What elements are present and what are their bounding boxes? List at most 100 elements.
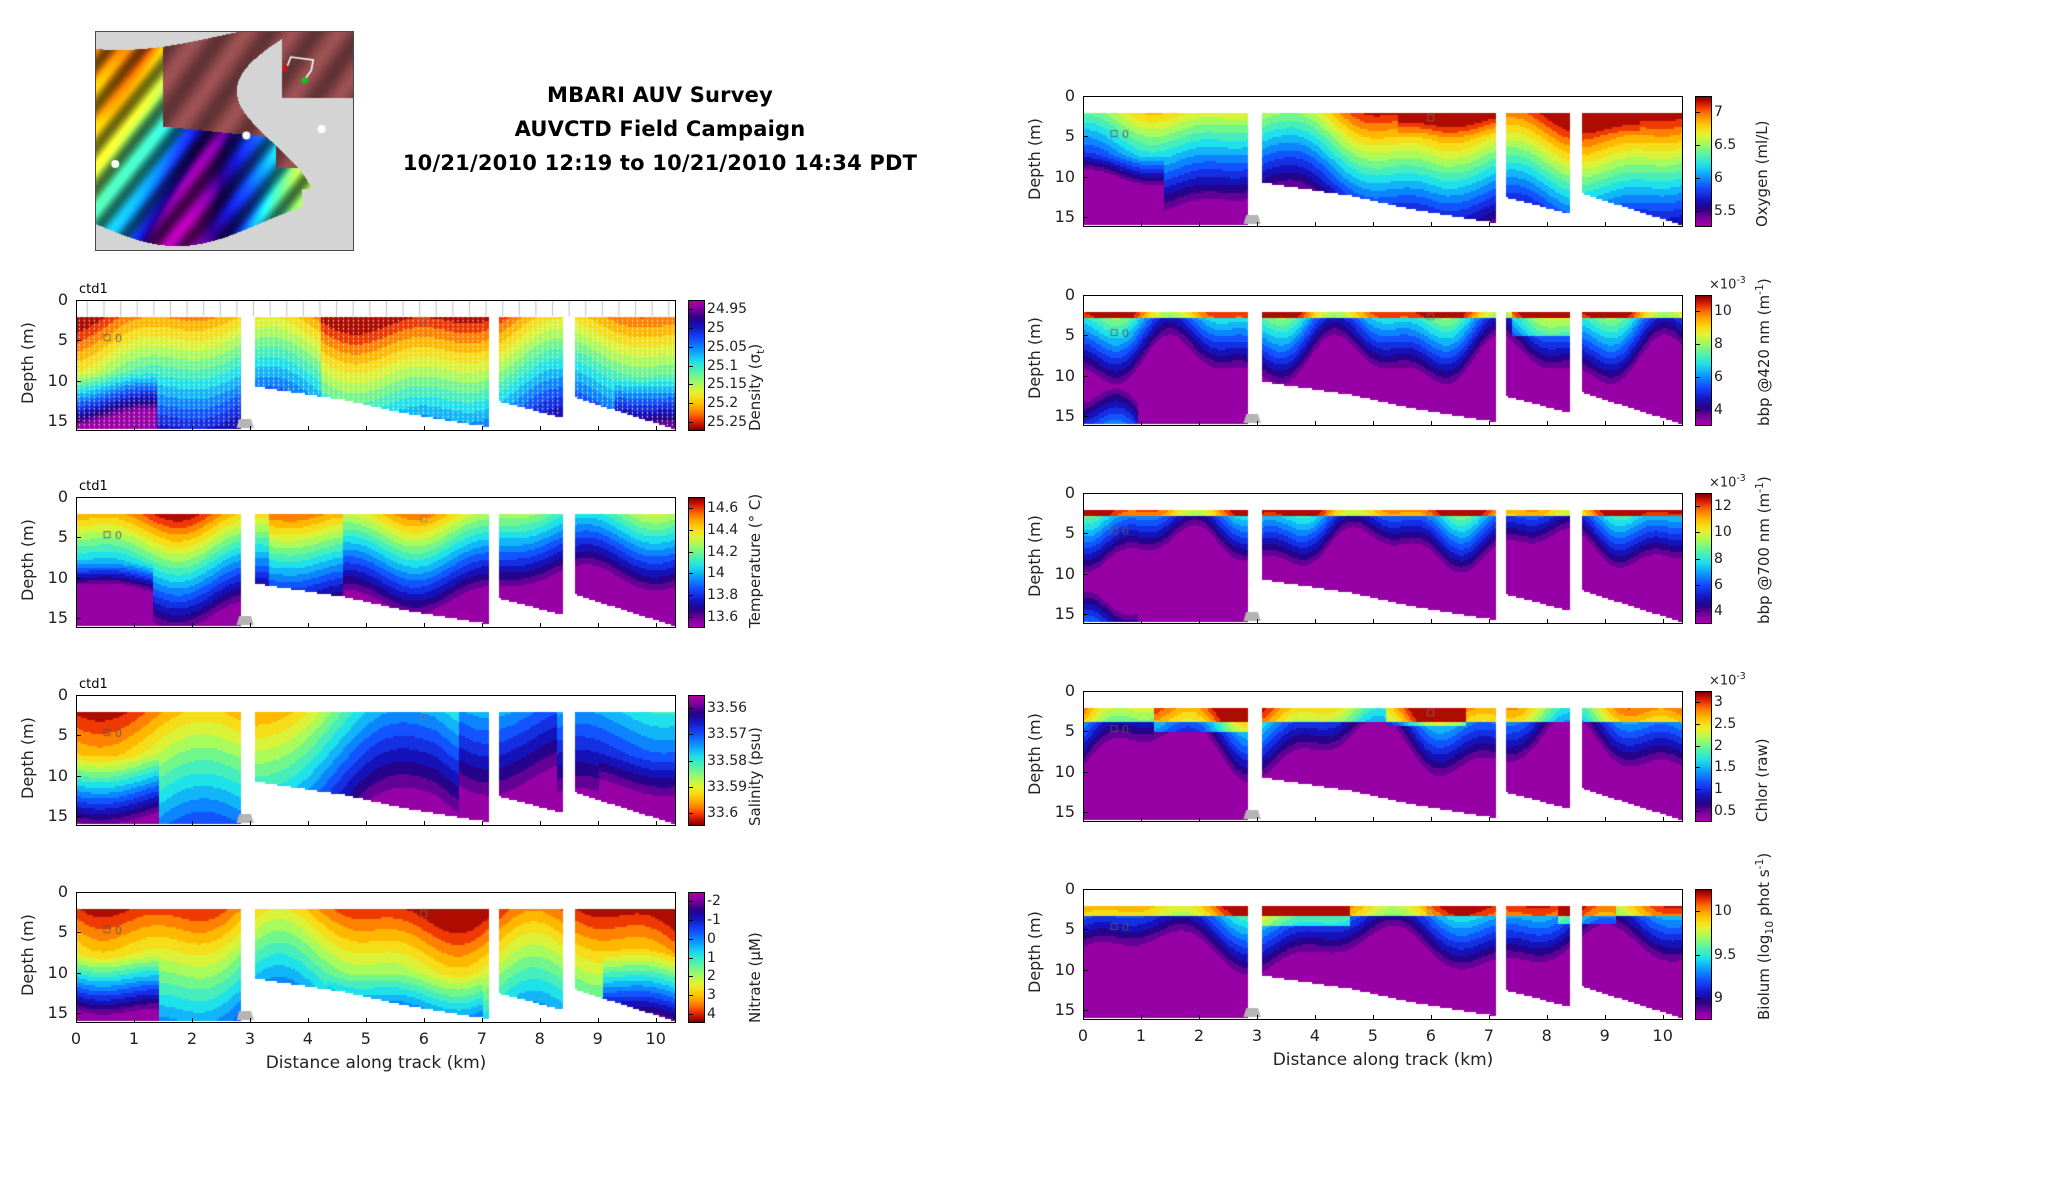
xtick-mark: [1314, 817, 1316, 822]
platform-label-temperature: ctd1: [79, 479, 108, 494]
colorbar-tick-mark: [1696, 532, 1700, 534]
colorbar-tick-salinity-1: 33.57: [707, 726, 748, 743]
colorbar-title-bbp700: bbp @700 nm (m-1): [1753, 476, 1773, 624]
colorbar-tick-bbp700-3: 6: [1714, 576, 1723, 593]
ytick-salinity-0: 0: [57, 685, 68, 704]
ytick-nitrate-5: 5: [57, 922, 68, 942]
xtick-mark: [597, 426, 599, 431]
ytick-mark: [1083, 731, 1088, 733]
colorbar-tick-mark: [1696, 811, 1700, 813]
colorbar-title-nitrate: Nitrate (μM): [746, 932, 764, 1023]
y-axis-label-biolum: Depth (m): [1025, 910, 1044, 993]
xtick-mark: [249, 623, 251, 628]
section-canvas-oxygen: [1084, 97, 1682, 226]
xtick-mark: [1546, 817, 1548, 822]
xtick-mark: [76, 1018, 77, 1023]
xtick-mark: [1083, 619, 1084, 624]
xtick-nitrate-4: 4: [302, 1029, 313, 1048]
xtick-mark: [1372, 619, 1374, 624]
ytick-mark: [76, 816, 81, 818]
colorbar-tick-density-1: 25: [707, 320, 725, 337]
ytick-mark: [76, 497, 81, 498]
ytick-mark: [76, 932, 81, 934]
plot-area-salinity[interactable]: [76, 695, 676, 826]
colorbar-tick-chlor-5: 0.5: [1714, 803, 1737, 820]
section-canvas-nitrate: [77, 893, 675, 1022]
ytick-density-10: 10: [47, 370, 68, 390]
platform-label-salinity: ctd1: [79, 677, 108, 692]
plot-area-bbp700[interactable]: [1083, 493, 1683, 624]
plot-area-oxygen[interactable]: [1083, 96, 1683, 227]
xtick-biolum-2: 2: [1193, 1026, 1205, 1045]
xtick-mark: [1256, 619, 1258, 624]
colorbar-tick-nitrate-2: 0: [707, 930, 716, 947]
y-axis-label-bbp420: Depth (m): [1025, 316, 1044, 399]
xtick-biolum-6: 6: [1425, 1026, 1436, 1045]
xtick-mark: [1662, 421, 1664, 426]
ytick-mark: [76, 972, 81, 974]
section-canvas-bbp420: [1084, 296, 1682, 425]
xtick-mark: [307, 426, 309, 431]
figure-title: MBARI AUV Survey AUVCTD Field Campaign 1…: [400, 78, 920, 180]
plot-area-biolum[interactable]: [1083, 889, 1683, 1020]
xtick-mark: [191, 1018, 193, 1023]
xtick-mark: [1546, 619, 1548, 624]
colorbar-gradient-salinity: [688, 695, 705, 826]
colorbar-tick-mark: [689, 760, 693, 762]
plot-area-nitrate[interactable]: [76, 892, 676, 1023]
xtick-mark: [249, 426, 251, 431]
plot-area-bbp420[interactable]: [1083, 295, 1683, 426]
colorbar-tick-mark: [1696, 506, 1700, 508]
xtick-mark: [539, 1018, 541, 1023]
colorbar-tick-chlor-0: 3: [1714, 693, 1723, 710]
colorbar-tick-oxygen-2: 6: [1714, 169, 1723, 186]
ytick-mark: [76, 340, 81, 342]
ytick-mark: [76, 300, 81, 301]
colorbar-tick-mark: [1696, 954, 1700, 956]
xtick-mark: [1604, 817, 1606, 822]
colorbar-gradient-bbp420: [1695, 295, 1712, 426]
xtick-mark: [1488, 1015, 1490, 1020]
colorbar-tick-chlor-4: 1: [1714, 781, 1723, 798]
ytick-chlor-15: 15: [1054, 802, 1075, 822]
colorbar-tick-bbp420-0: 10: [1714, 303, 1732, 320]
ytick-biolum-15: 15: [1054, 1000, 1075, 1020]
xtick-mark: [76, 426, 77, 431]
colorbar-tick-nitrate-3: 1: [707, 949, 716, 966]
xtick-mark: [133, 821, 135, 826]
xtick-mark: [365, 1018, 367, 1023]
xtick-mark: [1140, 817, 1142, 822]
ytick-chlor-10: 10: [1054, 761, 1075, 781]
colorbar-multiplier-chlor: ×10-3: [1709, 671, 1746, 689]
xtick-nitrate-1: 1: [128, 1029, 140, 1048]
xtick-mark: [133, 623, 135, 628]
xtick-mark: [1372, 222, 1374, 227]
xtick-mark: [249, 821, 251, 826]
y-axis-label-oxygen: Depth (m): [1025, 117, 1044, 200]
xtick-mark: [1256, 222, 1258, 227]
colorbar-title-temperature: Temperature (° C): [746, 493, 764, 628]
plot-area-density[interactable]: [76, 300, 676, 431]
colorbar-gradient-chlor: [1695, 691, 1712, 822]
xtick-mark: [1198, 421, 1200, 426]
colorbar-tick-nitrate-0: -2: [707, 893, 721, 910]
xtick-mark: [539, 623, 541, 628]
xtick-mark: [1604, 1015, 1606, 1020]
colorbar-tick-mark: [1696, 701, 1700, 703]
ytick-mark: [76, 537, 81, 539]
plot-area-temperature[interactable]: [76, 497, 676, 628]
section-canvas-salinity: [77, 696, 675, 825]
ytick-biolum-10: 10: [1054, 959, 1075, 979]
ytick-salinity-10: 10: [47, 765, 68, 785]
xtick-mark: [1488, 421, 1490, 426]
colorbar-tick-mark: [1696, 910, 1700, 912]
colorbar-tick-mark: [689, 595, 693, 597]
xtick-biolum-1: 1: [1135, 1026, 1147, 1045]
ytick-mark: [76, 577, 81, 579]
colorbar-tick-bbp700-0: 12: [1714, 498, 1732, 515]
colorbar-tick-mark: [689, 551, 693, 553]
colorbar-tick-mark: [689, 901, 693, 903]
plot-area-chlor[interactable]: [1083, 691, 1683, 822]
x-axis-label-left: Distance along track (km): [265, 1053, 487, 1073]
xtick-mark: [1083, 817, 1084, 822]
